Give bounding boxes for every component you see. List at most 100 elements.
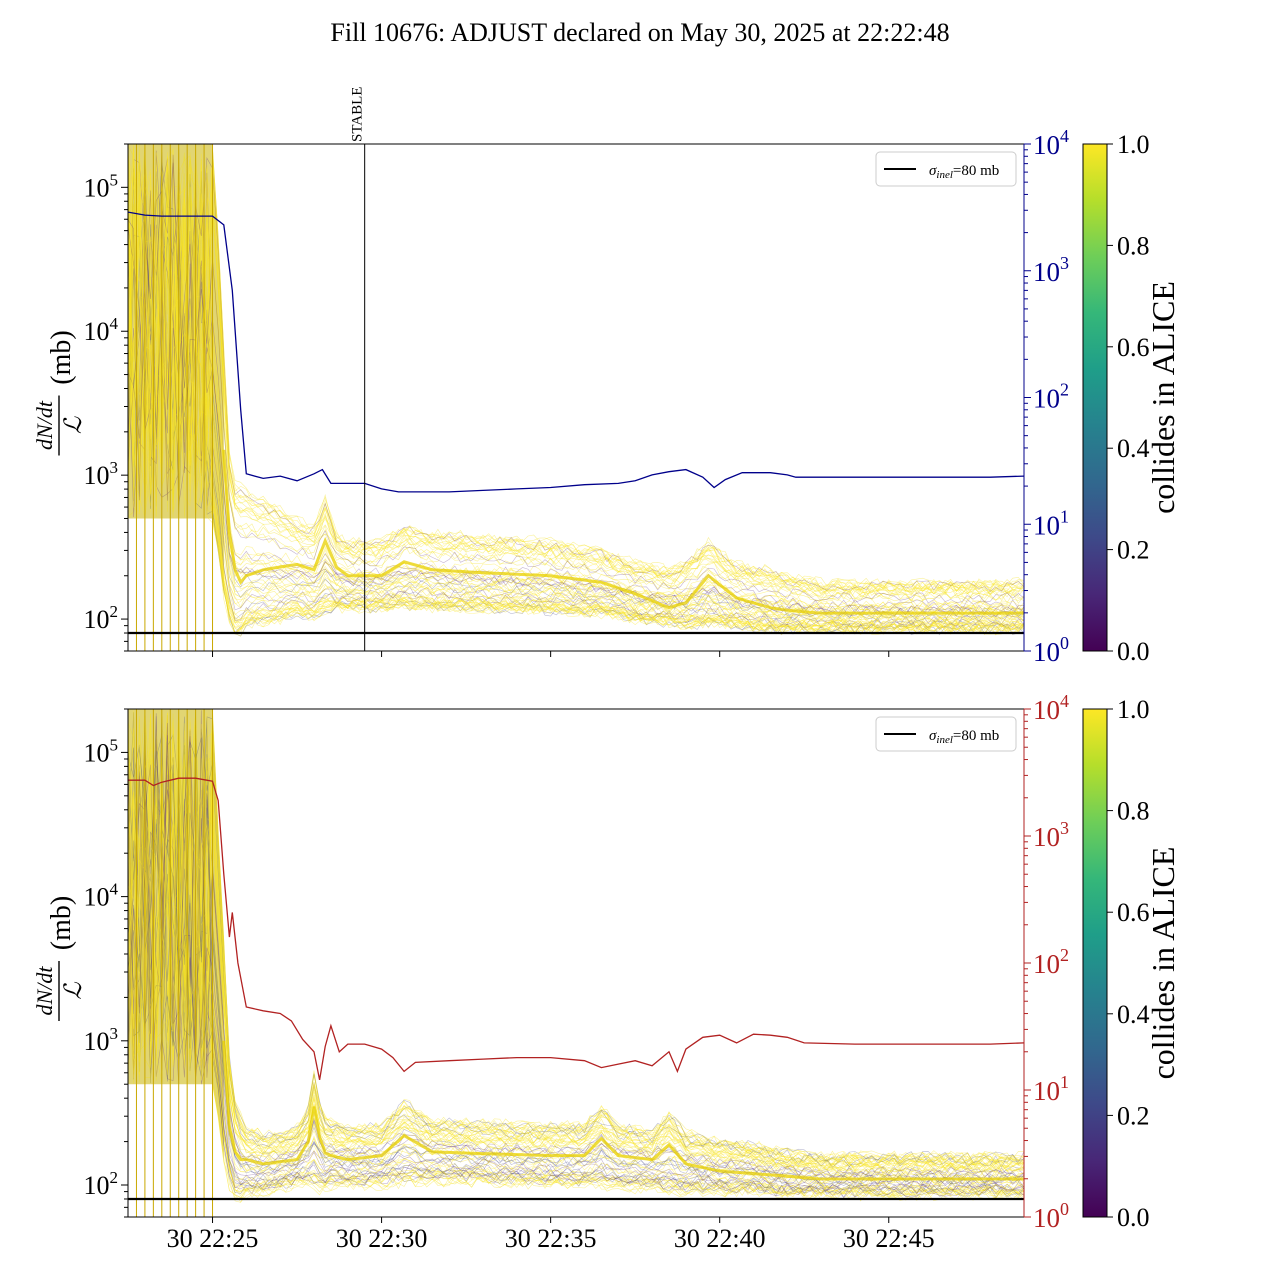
colorbar-tick-label: 0.8 bbox=[1117, 797, 1150, 826]
bunch-rate-line bbox=[128, 148, 1024, 632]
tick-exponent: 1 bbox=[1060, 506, 1069, 526]
pre-ramp-band bbox=[128, 709, 224, 1160]
bunch-rate-line bbox=[128, 145, 1024, 589]
bunch-rate-line bbox=[128, 716, 1024, 1171]
bunch-rate-line bbox=[128, 161, 1024, 635]
bunch-rate-line bbox=[128, 722, 1024, 1173]
bunch-rate-line bbox=[128, 713, 1024, 1171]
bunch-rate-line bbox=[128, 726, 1024, 1164]
tick-base: 10 bbox=[1033, 822, 1060, 852]
legend-rest: =80 mb bbox=[953, 728, 999, 744]
bunch-rate-line bbox=[128, 145, 1024, 602]
left-tick-label: 102 bbox=[84, 1168, 119, 1200]
colorbar bbox=[1082, 708, 1108, 1218]
bunch-rate-line bbox=[128, 711, 1024, 1174]
median-rate-line bbox=[222, 1040, 1024, 1181]
bunch-rate-line bbox=[128, 190, 1024, 617]
tick-exponent: 4 bbox=[110, 314, 119, 333]
bunch-rate-line bbox=[128, 733, 1024, 1186]
y-label-denominator: ℒ bbox=[61, 416, 87, 434]
bunch-rate-line bbox=[128, 190, 1024, 604]
pre-ramp-band bbox=[128, 144, 224, 594]
x-tick-label: 30 22:45 bbox=[843, 1224, 935, 1253]
bunch-rate-line bbox=[128, 747, 1024, 1185]
bunch-rate-line bbox=[128, 158, 1024, 631]
bunch-rate-line bbox=[128, 728, 1024, 1168]
left-tick-label: 102 bbox=[84, 602, 119, 634]
legend-label: σinel=80 mb bbox=[929, 728, 999, 746]
bunch-rate-line bbox=[128, 148, 1024, 626]
bunch-rate-line bbox=[128, 758, 1024, 1167]
left-tick-label: 105 bbox=[84, 170, 119, 202]
bunch-rate-line bbox=[128, 730, 1024, 1166]
bunch-rate-line bbox=[128, 713, 1024, 1189]
left-tick-label: 104 bbox=[84, 314, 119, 346]
colorbar-tick-label: 0.8 bbox=[1117, 231, 1150, 260]
bunch-rate-line bbox=[128, 152, 1024, 615]
bunch-rate-line bbox=[128, 715, 1024, 1163]
left-tick-label: 104 bbox=[84, 880, 119, 912]
x-tick-label: 30 22:40 bbox=[674, 1224, 766, 1253]
bunch-rate-line bbox=[128, 168, 1024, 609]
y-label-unit: (mb) bbox=[46, 896, 77, 950]
bunch-rate-line bbox=[128, 737, 1024, 1197]
bunch-rate-line bbox=[128, 165, 1024, 630]
bunch-rate-line bbox=[128, 151, 1024, 629]
bunch-rate-line bbox=[128, 164, 1024, 635]
bunch-rate-line bbox=[128, 172, 1024, 633]
tick-exponent: 3 bbox=[110, 458, 119, 477]
colorbar bbox=[1082, 143, 1108, 652]
tick-exponent: 5 bbox=[110, 170, 119, 189]
tick-base: 10 bbox=[84, 1171, 110, 1200]
tick-exponent: 2 bbox=[1060, 945, 1069, 965]
bunch-rate-line bbox=[128, 715, 1024, 1180]
bunch-rate-line bbox=[128, 158, 1024, 627]
bunch-rate-line bbox=[128, 730, 1024, 1195]
bunch-rate-line bbox=[128, 718, 1024, 1193]
bunch-rate-line bbox=[128, 176, 1024, 637]
tick-exponent: 3 bbox=[110, 1024, 119, 1043]
figure-title: Fill 10676: ADJUST declared on May 30, 2… bbox=[330, 18, 950, 47]
tick-base: 10 bbox=[1033, 949, 1060, 979]
colorbar-tick-label: 0.2 bbox=[1117, 1101, 1150, 1130]
bunch-rate-line bbox=[128, 712, 1024, 1174]
tick-base: 10 bbox=[84, 461, 110, 490]
y-axis-label: dN/dt ℒ (mb) bbox=[32, 330, 87, 456]
bunch-rate-line bbox=[128, 190, 1024, 636]
bunch-rate-line bbox=[128, 712, 1024, 1189]
bunch-rate-line bbox=[128, 712, 1024, 1201]
tick-exponent: 0 bbox=[1060, 1199, 1069, 1219]
tick-base: 10 bbox=[84, 317, 110, 346]
bunch-rate-line bbox=[128, 184, 1024, 630]
bunch-rate-line bbox=[128, 732, 1024, 1196]
legend-box bbox=[875, 151, 1017, 187]
bunch-rate-line bbox=[128, 155, 1024, 592]
tick-exponent: 3 bbox=[1060, 253, 1069, 273]
tick-base: 10 bbox=[84, 173, 110, 202]
bunch-rate-line bbox=[128, 172, 1024, 623]
x-tick-label: 30 22:25 bbox=[167, 1224, 259, 1253]
bunch-rate-line bbox=[128, 711, 1024, 1187]
legend-label: σinel=80 mb bbox=[929, 163, 999, 181]
bunch-rate-line bbox=[128, 710, 1024, 1180]
bunch-rate-line bbox=[128, 173, 1024, 601]
bunch-rate-line bbox=[128, 709, 1024, 1162]
bunch-rate-line bbox=[128, 781, 1024, 1181]
right-tick-label: 101 bbox=[1033, 506, 1069, 540]
bunch-rate-line bbox=[128, 167, 1024, 635]
bunch-rate-line bbox=[128, 775, 1024, 1180]
bunch-rate-line bbox=[128, 170, 1024, 635]
right-tick-label: 100 bbox=[1033, 633, 1069, 667]
bunch-rate-line bbox=[128, 156, 1024, 628]
bunch-rate-line bbox=[128, 158, 1024, 616]
bunch-rate-line bbox=[128, 711, 1024, 1198]
bunch-rate-line bbox=[128, 712, 1024, 1174]
bunch-rate-line bbox=[128, 718, 1024, 1203]
bunch-rate-line bbox=[128, 156, 1024, 622]
y-label-numerator: dN/dt bbox=[32, 966, 57, 1016]
bunch-rate-line bbox=[128, 171, 1024, 614]
bunch-rate-line bbox=[128, 755, 1024, 1167]
right-tick-label: 104 bbox=[1033, 126, 1069, 160]
median-rate-line bbox=[222, 449, 1024, 615]
